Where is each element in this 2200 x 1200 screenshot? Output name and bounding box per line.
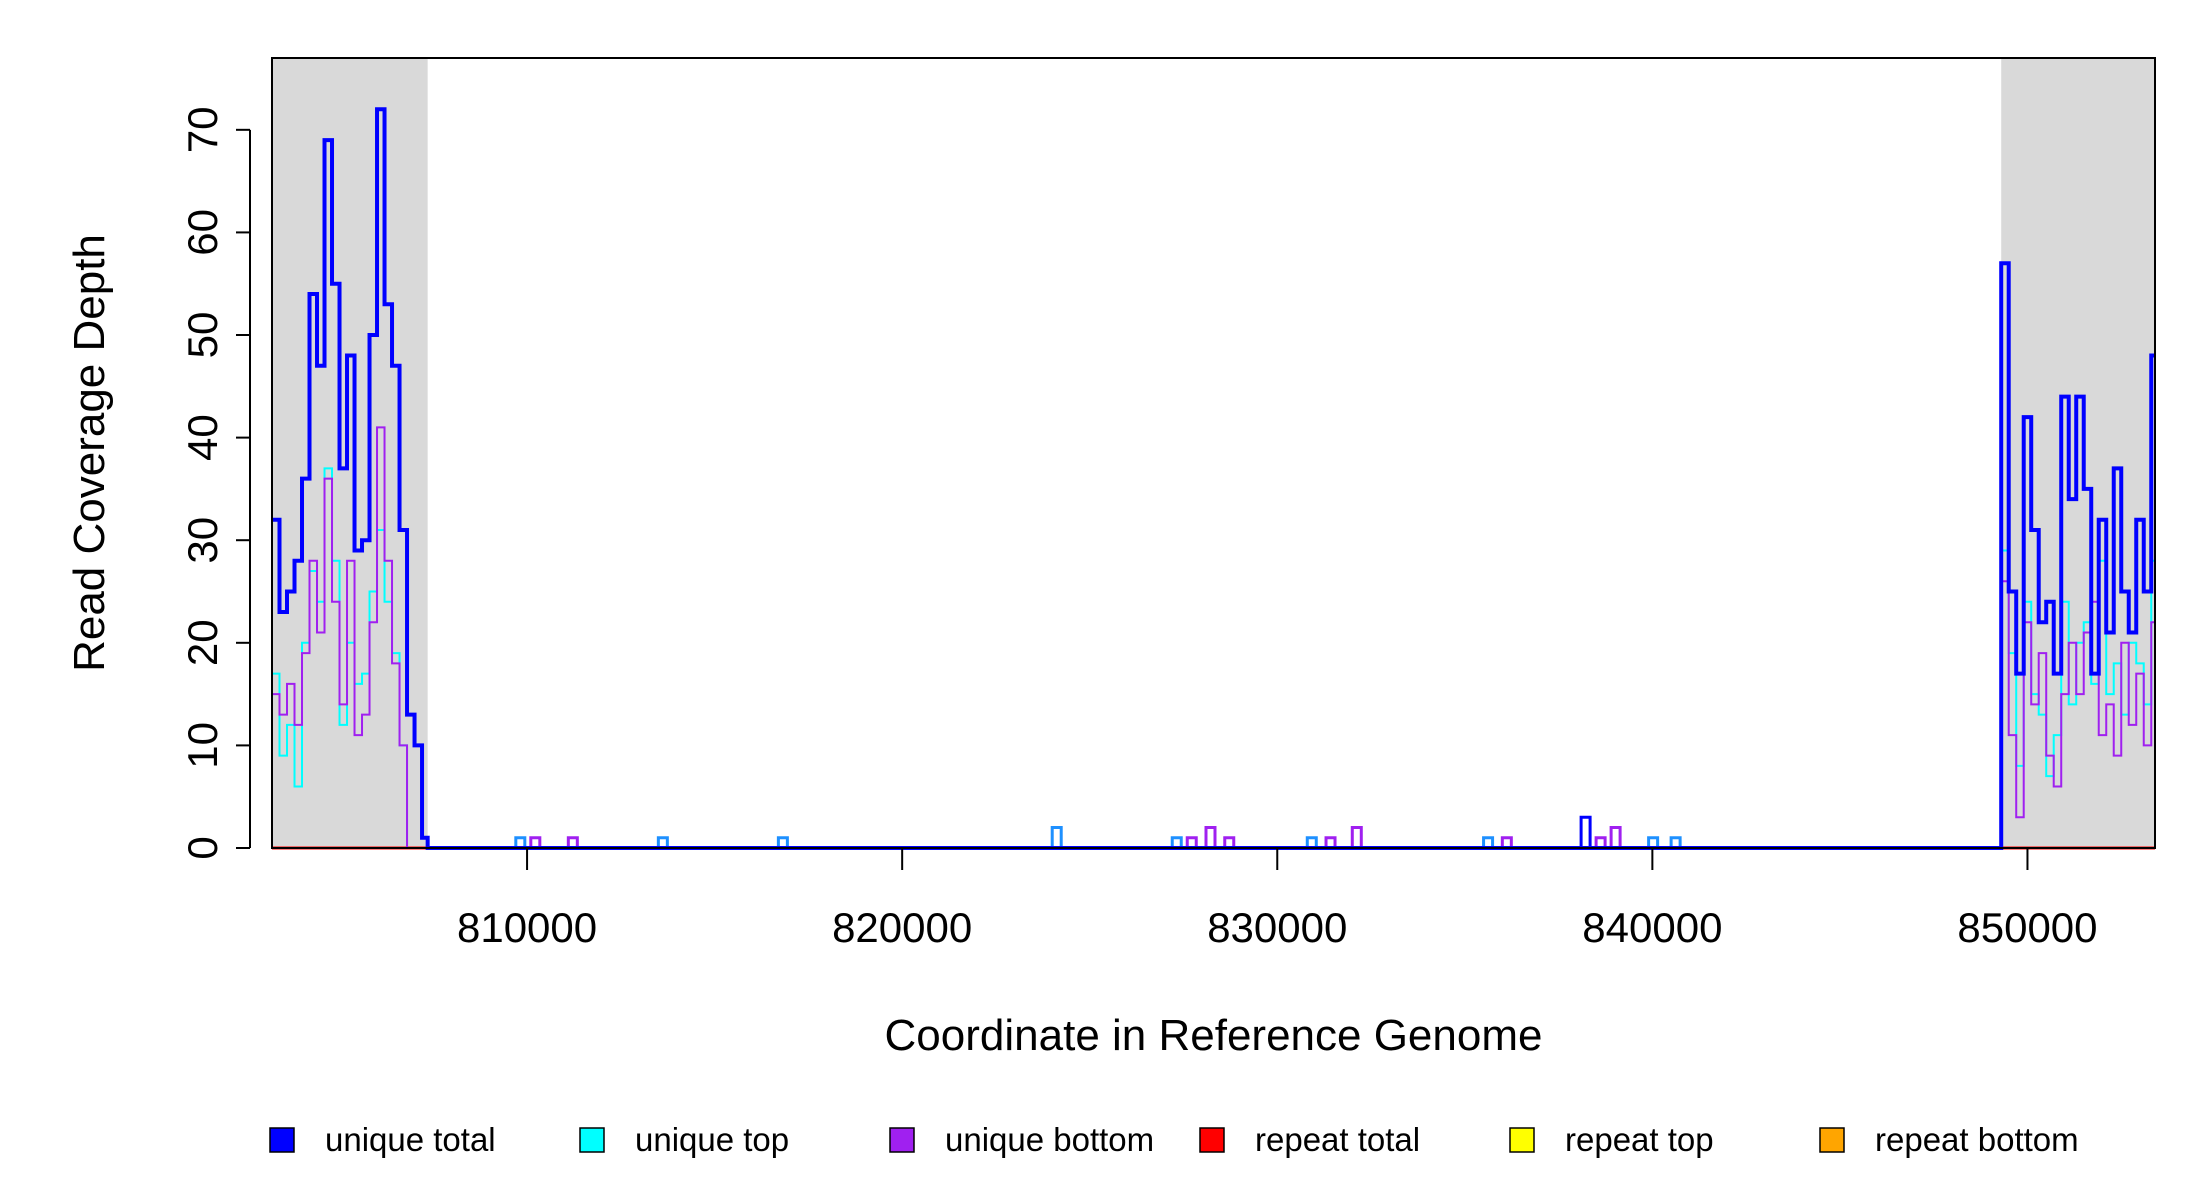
legend-swatch-unique-total: [269, 1127, 295, 1153]
legend: unique total unique top unique bottom repea…: [269, 1121, 2079, 1158]
coverage-blip-17: [1594, 836, 1607, 848]
y-tick-label: 70: [179, 106, 226, 153]
x-tick-label: 820000: [832, 904, 972, 951]
x-tick-label: 850000: [1957, 904, 2097, 951]
y-axis: 0 10 20 30 40 50 60 70: [179, 106, 251, 860]
shaded-regions: [272, 58, 2155, 848]
legend-label-repeat-total: repeat total: [1255, 1121, 1420, 1158]
y-tick-label: 20: [179, 619, 226, 666]
coverage-blip-2: [529, 836, 542, 848]
series-line-unique-total: [272, 107, 2155, 850]
x-tick-label: 840000: [1582, 904, 1722, 951]
coverage-blip-10: [1223, 836, 1236, 848]
x-tick-label: 830000: [1207, 904, 1347, 951]
legend-label-unique-top: unique top: [635, 1121, 789, 1158]
coverage-blip-4: [656, 836, 669, 848]
legend-swatch-unique-top: [579, 1127, 605, 1153]
shaded-region-1: [272, 58, 428, 848]
low-coverage-blips: [514, 815, 1682, 848]
legend-label-repeat-bottom: repeat bottom: [1875, 1121, 2079, 1158]
coverage-blip-20: [1669, 836, 1682, 848]
coverage-blip-18: [1609, 825, 1622, 848]
series-lines: [272, 107, 2155, 850]
y-tick-label: 30: [179, 517, 226, 564]
y-tick-label: 50: [179, 312, 226, 359]
legend-swatch-repeat-top: [1509, 1127, 1535, 1153]
y-axis-title: Read Coverage Depth: [65, 234, 114, 672]
coverage-blip-1: [514, 836, 527, 848]
coverage-blip-15: [1500, 836, 1513, 848]
x-axis: 810000 820000 830000 840000 850000: [457, 848, 2098, 951]
coverage-blip-16: [1579, 815, 1592, 848]
coverage-blip-19: [1647, 836, 1660, 848]
coverage-blip-6: [1050, 825, 1063, 848]
series-line-unique-bottom: [272, 426, 2155, 849]
legend-swatch-repeat-total: [1199, 1127, 1225, 1153]
coverage-blip-13: [1350, 825, 1363, 848]
coverage-blip-14: [1482, 836, 1495, 848]
plot-frame: [271, 57, 2156, 849]
coverage-blip-7: [1170, 836, 1183, 848]
coverage-blip-5: [776, 836, 789, 848]
x-tick-label: 810000: [457, 904, 597, 951]
y-tick-label: 0: [179, 836, 226, 859]
legend-label-unique-total: unique total: [325, 1121, 496, 1158]
coverage-blip-9: [1204, 825, 1217, 848]
y-tick-label: 60: [179, 209, 226, 256]
x-axis-title: Coordinate in Reference Genome: [885, 1011, 1543, 1060]
y-tick-label: 10: [179, 722, 226, 769]
series-line-unique-top: [272, 467, 2155, 849]
coverage-blip-3: [566, 836, 579, 848]
legend-label-repeat-top: repeat top: [1565, 1121, 1714, 1158]
coverage-blip-8: [1185, 836, 1198, 848]
y-tick-label: 40: [179, 414, 226, 461]
legend-label-unique-bottom: unique bottom: [945, 1121, 1154, 1158]
coverage-blip-12: [1324, 836, 1337, 848]
legend-swatch-unique-bottom: [889, 1127, 915, 1153]
coverage-blip-11: [1305, 836, 1318, 848]
legend-swatch-repeat-bottom: [1819, 1127, 1845, 1153]
